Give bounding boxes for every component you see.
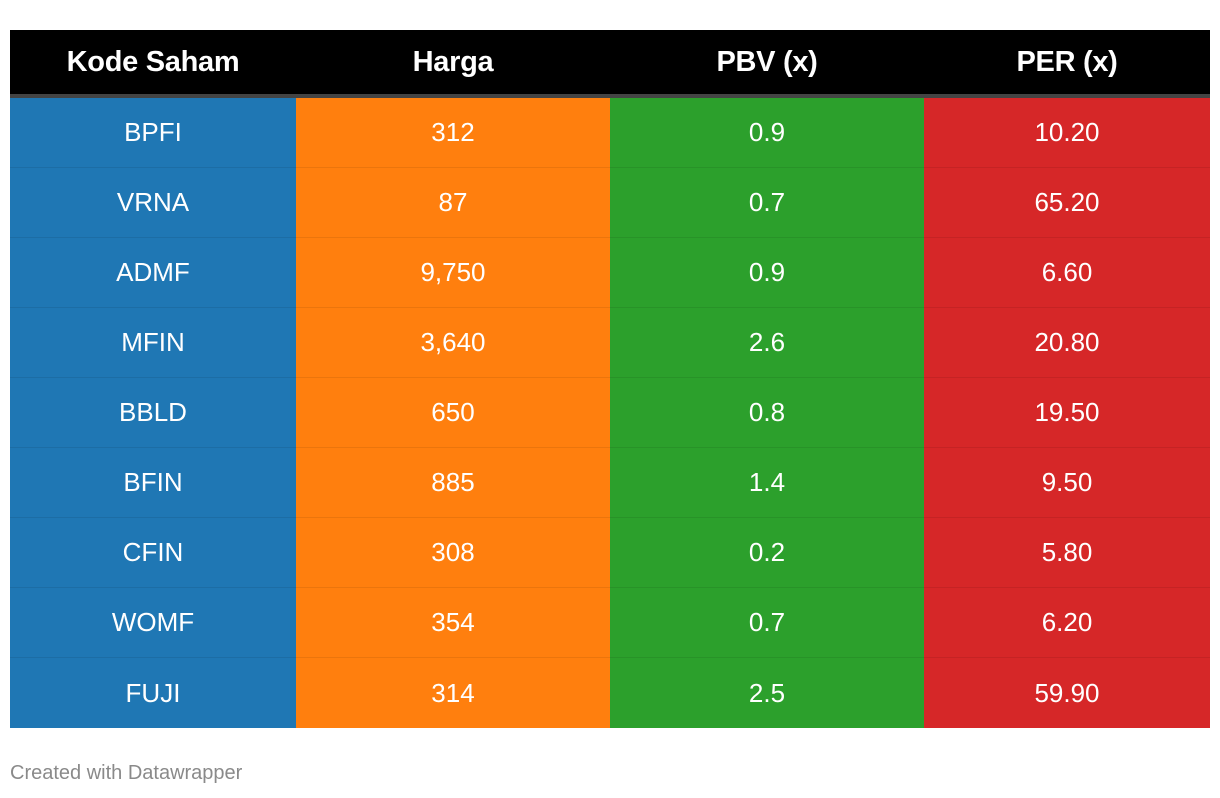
per-cell: 59.90 [924, 657, 1210, 728]
harga-cell: 312 [296, 96, 610, 168]
per-cell: 19.50 [924, 377, 1210, 448]
header-harga: Harga [296, 30, 610, 98]
per-cell: 10.20 [924, 96, 1210, 168]
harga-cell: 87 [296, 167, 610, 238]
kode-saham-cell: FUJI [10, 657, 296, 728]
table-row: ADMF 9,750 0.9 6.60 [10, 237, 1210, 308]
pbv-cell: 2.5 [610, 657, 924, 728]
harga-cell: 3,640 [296, 307, 610, 378]
harga-cell: 354 [296, 587, 610, 658]
kode-saham-cell: BBLD [10, 377, 296, 448]
per-cell: 5.80 [924, 517, 1210, 588]
pbv-cell: 0.7 [610, 167, 924, 238]
header-pbv: PBV (x) [610, 30, 924, 98]
table-row: CFIN 308 0.2 5.80 [10, 517, 1210, 588]
header-per: PER (x) [924, 30, 1210, 98]
table-row: BPFI 312 0.9 10.20 [10, 96, 1210, 168]
datawrapper-credit: Created with Datawrapper [10, 762, 243, 784]
kode-saham-cell: BPFI [10, 96, 296, 168]
table-row: FUJI 314 2.5 59.90 [10, 657, 1210, 728]
pbv-cell: 1.4 [610, 447, 924, 518]
pbv-cell: 0.8 [610, 377, 924, 448]
per-cell: 65.20 [924, 167, 1210, 238]
kode-saham-cell: ADMF [10, 237, 296, 308]
per-cell: 6.60 [924, 237, 1210, 308]
table-row: VRNA 87 0.7 65.20 [10, 167, 1210, 238]
kode-saham-cell: MFIN [10, 307, 296, 378]
per-cell: 20.80 [924, 307, 1210, 378]
table-row: WOMF 354 0.7 6.20 [10, 587, 1210, 658]
kode-saham-cell: CFIN [10, 517, 296, 588]
kode-saham-cell: VRNA [10, 167, 296, 238]
harga-cell: 885 [296, 447, 610, 518]
kode-saham-cell: WOMF [10, 587, 296, 658]
harga-cell: 308 [296, 517, 610, 588]
pbv-cell: 0.9 [610, 96, 924, 168]
pbv-cell: 0.7 [610, 587, 924, 658]
stock-table: Kode Saham Harga PBV (x) PER (x) BPFI 312… [10, 30, 1210, 728]
table-body: BPFI 312 0.9 10.20 VRNA 87 0.7 65.20 ADMF 9,750 0.… [10, 96, 1210, 728]
table-row: MFIN 3,640 2.6 20.80 [10, 307, 1210, 378]
table-row: BBLD 650 0.8 19.50 [10, 377, 1210, 448]
header-row: Kode Saham Harga PBV (x) PER (x) [10, 30, 1210, 98]
harga-cell: 9,750 [296, 237, 610, 308]
pbv-cell: 0.2 [610, 517, 924, 588]
per-cell: 6.20 [924, 587, 1210, 658]
per-cell: 9.50 [924, 447, 1210, 518]
header-kode-saham: Kode Saham [10, 30, 296, 98]
pbv-cell: 2.6 [610, 307, 924, 378]
pbv-cell: 0.9 [610, 237, 924, 308]
data-table-container: Kode Saham Harga PBV (x) PER (x) BPFI 312… [10, 30, 1210, 728]
harga-cell: 650 [296, 377, 610, 448]
kode-saham-cell: BFIN [10, 447, 296, 518]
harga-cell: 314 [296, 657, 610, 728]
table-row: BFIN 885 1.4 9.50 [10, 447, 1210, 518]
